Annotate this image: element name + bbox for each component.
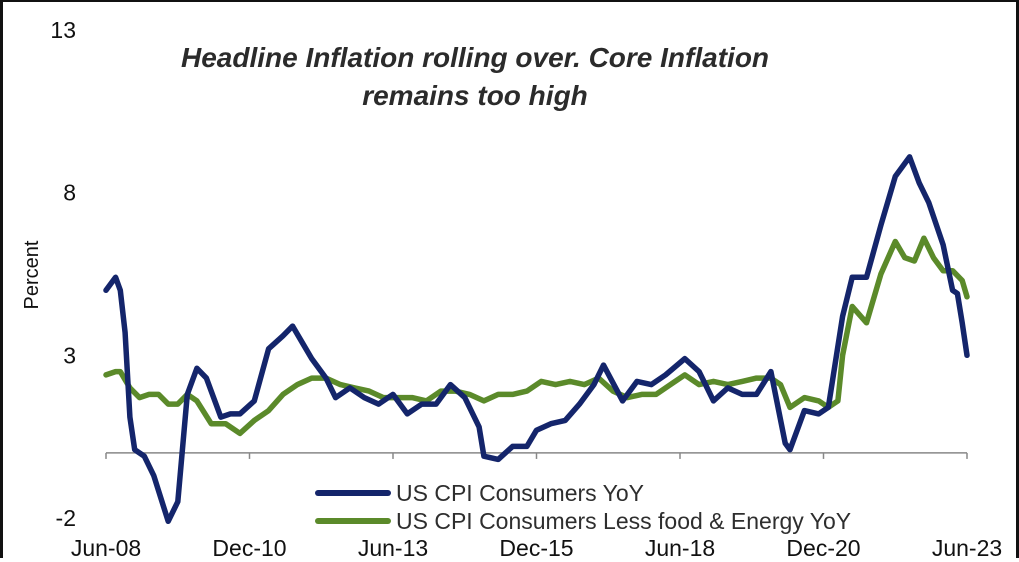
series-line-core-cpi — [103, 235, 970, 437]
y-tick-label: 3 — [63, 342, 76, 368]
legend-label-headline-cpi: US CPI Consumers YoY — [396, 480, 644, 506]
x-tick-label: Jun-08 — [71, 535, 141, 561]
x-tick-label: Jun-18 — [645, 535, 715, 561]
x-tick-label: Dec-20 — [786, 535, 860, 561]
x-tick-label: Dec-15 — [499, 535, 573, 561]
x-tick-label: Jun-23 — [932, 535, 1002, 561]
y-tick-label: 13 — [50, 17, 76, 43]
series-line-headline-cpi — [103, 154, 970, 525]
legend-label-core-cpi: US CPI Consumers Less food & Energy YoY — [396, 508, 851, 534]
x-tick-label: Jun-13 — [358, 535, 428, 561]
chart-title-line-2: remains too high — [362, 80, 588, 111]
y-tick-label: 8 — [63, 180, 76, 206]
y-axis-label: Percent — [21, 240, 43, 309]
chart-title-line-1: Headline Inflation rolling over. Core In… — [181, 42, 769, 73]
y-tick-label: -2 — [56, 505, 76, 531]
x-tick-label: Dec-10 — [212, 535, 286, 561]
